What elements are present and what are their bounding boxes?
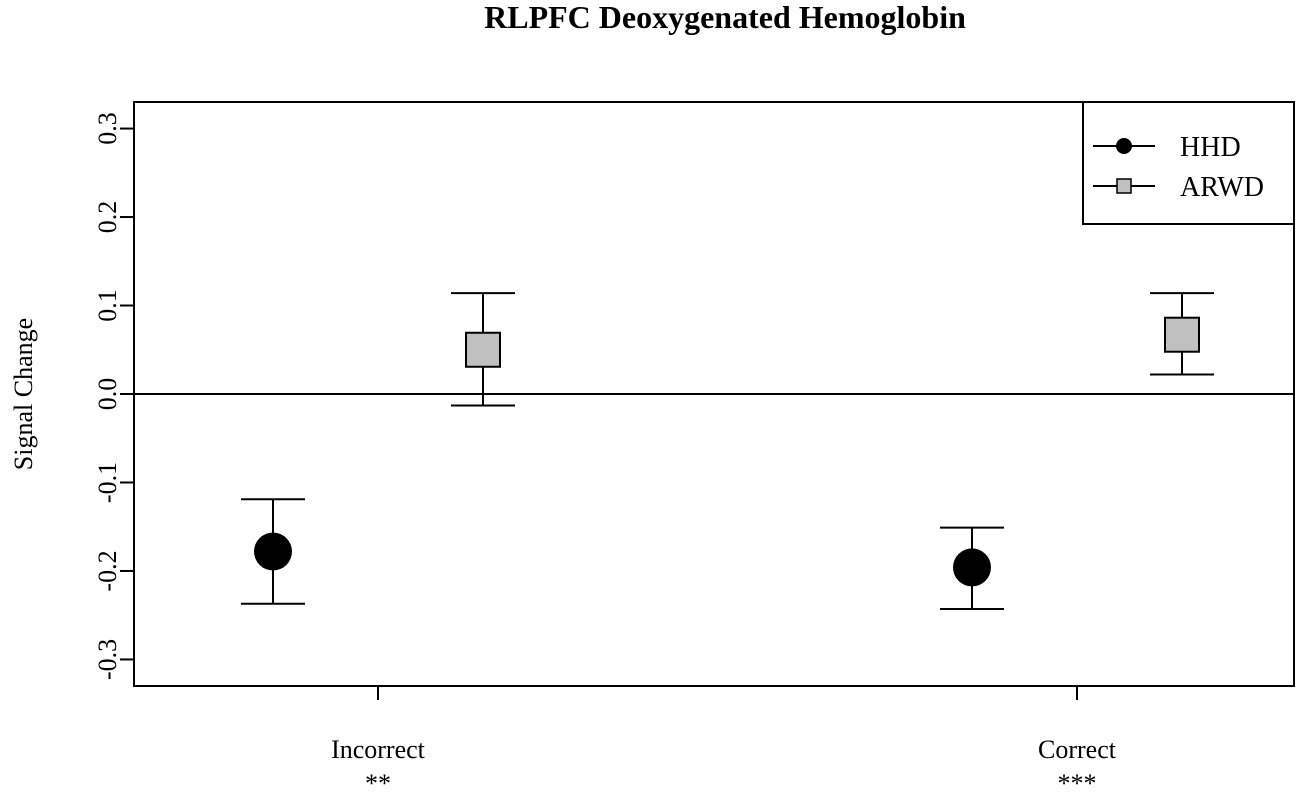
series-group bbox=[241, 292, 1214, 611]
data-point-arwd bbox=[465, 331, 501, 368]
y-tick-label: 0.0 bbox=[93, 378, 122, 411]
x-axis: Incorrect ** Correct *** bbox=[331, 686, 1117, 795]
y-tick-label: -0.3 bbox=[93, 639, 122, 680]
data-point-arwd bbox=[1164, 316, 1200, 353]
y-tick-label: -0.1 bbox=[93, 462, 122, 503]
y-axis-label: Signal Change bbox=[9, 318, 38, 470]
significance-label: ** bbox=[365, 769, 391, 795]
significance-label: *** bbox=[1058, 769, 1097, 795]
y-tick-label: 0.3 bbox=[93, 112, 122, 145]
legend-label-hhd: HHD bbox=[1180, 132, 1241, 163]
legend: HHD ARWD bbox=[1082, 101, 1295, 225]
legend-marker-arwd bbox=[1116, 178, 1132, 194]
data-point-hhd bbox=[953, 548, 991, 587]
y-tick-label: 0.1 bbox=[93, 289, 122, 322]
data-point-hhd bbox=[254, 532, 292, 571]
y-tick-label: 0.2 bbox=[93, 201, 122, 234]
legend-marker-hhd bbox=[1116, 138, 1132, 154]
chart-title: RLPFC Deoxygenated Hemoglobin bbox=[484, 0, 966, 35]
y-tick-label: -0.2 bbox=[93, 550, 122, 591]
x-tick-label: Correct bbox=[1038, 735, 1117, 764]
legend-label-arwd: ARWD bbox=[1180, 172, 1264, 203]
y-axis: -0.3 -0.2 -0.1 0.0 0.1 0.2 0.3 bbox=[93, 112, 134, 680]
legend-box bbox=[1082, 101, 1295, 225]
x-tick-label: Incorrect bbox=[331, 735, 426, 764]
